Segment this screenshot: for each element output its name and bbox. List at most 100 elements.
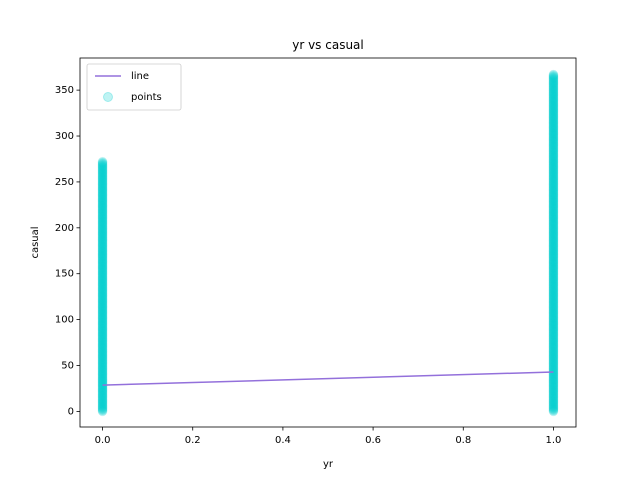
data-point bbox=[548, 394, 559, 405]
data-point bbox=[97, 323, 108, 334]
y-tick-label: 250 bbox=[55, 177, 74, 188]
data-point bbox=[548, 379, 559, 390]
data-point bbox=[97, 169, 108, 180]
data-point bbox=[548, 69, 559, 80]
data-point bbox=[548, 131, 559, 141]
data-point bbox=[548, 228, 559, 239]
data-point bbox=[97, 395, 108, 406]
data-point bbox=[548, 275, 559, 285]
data-point bbox=[97, 203, 108, 214]
data-point bbox=[97, 285, 108, 296]
data-point bbox=[97, 220, 108, 230]
data-point bbox=[548, 211, 559, 221]
data-point bbox=[97, 349, 108, 360]
data-point bbox=[97, 322, 108, 332]
data-point bbox=[548, 395, 559, 406]
data-point bbox=[548, 168, 559, 179]
data-point bbox=[548, 323, 559, 333]
data-point bbox=[548, 140, 559, 151]
data-point bbox=[548, 274, 559, 285]
data-point bbox=[548, 311, 559, 321]
data-point bbox=[97, 242, 108, 252]
data-point bbox=[97, 287, 108, 297]
data-point bbox=[548, 303, 559, 314]
data-point bbox=[97, 363, 108, 374]
x-axis-label: yr bbox=[323, 459, 334, 470]
data-point bbox=[548, 261, 559, 272]
data-point bbox=[548, 201, 559, 212]
data-point bbox=[97, 386, 108, 397]
data-point bbox=[548, 392, 559, 403]
data-point bbox=[548, 104, 559, 115]
data-point bbox=[548, 220, 559, 230]
data-point bbox=[548, 293, 559, 304]
data-point bbox=[548, 219, 559, 229]
data-point bbox=[548, 139, 559, 150]
data-point bbox=[97, 311, 108, 321]
data-point bbox=[548, 387, 559, 397]
data-point bbox=[97, 348, 108, 359]
data-point bbox=[548, 179, 559, 190]
data-point bbox=[548, 113, 559, 124]
data-point bbox=[548, 129, 559, 139]
data-point bbox=[548, 316, 559, 327]
data-point bbox=[548, 357, 559, 367]
data-point bbox=[97, 328, 108, 339]
data-point bbox=[548, 83, 559, 94]
data-point bbox=[97, 265, 108, 275]
data-point bbox=[548, 88, 559, 99]
data-point bbox=[97, 199, 108, 209]
data-point bbox=[97, 303, 108, 314]
data-point bbox=[97, 256, 108, 267]
data-point bbox=[548, 287, 559, 297]
data-point bbox=[548, 223, 559, 233]
data-point bbox=[548, 234, 559, 244]
data-point bbox=[548, 181, 559, 192]
data-point bbox=[548, 253, 559, 263]
data-point bbox=[548, 309, 559, 319]
data-point bbox=[97, 165, 108, 175]
y-tick-label: 100 bbox=[55, 315, 74, 326]
data-point bbox=[548, 176, 559, 186]
data-point bbox=[97, 289, 108, 299]
data-point bbox=[97, 353, 108, 363]
data-point bbox=[548, 71, 559, 82]
data-point bbox=[97, 257, 108, 268]
data-point bbox=[548, 204, 559, 215]
data-point bbox=[548, 109, 559, 119]
data-point bbox=[548, 170, 559, 181]
data-point bbox=[548, 102, 559, 113]
data-point bbox=[548, 72, 559, 83]
data-point bbox=[548, 382, 559, 393]
data-point bbox=[548, 231, 559, 241]
data-point bbox=[548, 299, 559, 309]
data-point bbox=[548, 85, 559, 95]
data-point bbox=[548, 135, 559, 146]
data-point bbox=[548, 337, 559, 348]
data-point bbox=[548, 165, 559, 175]
data-point bbox=[97, 390, 108, 401]
data-point bbox=[97, 181, 108, 192]
data-point bbox=[97, 340, 108, 351]
data-point bbox=[97, 298, 108, 308]
data-point bbox=[548, 256, 559, 266]
data-point bbox=[97, 275, 108, 285]
data-point bbox=[548, 345, 559, 355]
data-point bbox=[97, 192, 108, 203]
data-point bbox=[548, 322, 559, 332]
data-point bbox=[97, 205, 108, 216]
data-point bbox=[97, 334, 108, 344]
data-point bbox=[548, 197, 559, 207]
data-point bbox=[548, 130, 559, 140]
data-point bbox=[548, 390, 559, 401]
data-point bbox=[548, 346, 559, 357]
data-point bbox=[548, 183, 559, 194]
data-point bbox=[548, 138, 559, 149]
data-point bbox=[548, 246, 559, 257]
data-point bbox=[548, 290, 559, 301]
data-point bbox=[97, 392, 108, 403]
data-point bbox=[97, 338, 108, 349]
data-point bbox=[548, 371, 559, 382]
data-point bbox=[548, 328, 559, 339]
data-point bbox=[97, 335, 108, 346]
